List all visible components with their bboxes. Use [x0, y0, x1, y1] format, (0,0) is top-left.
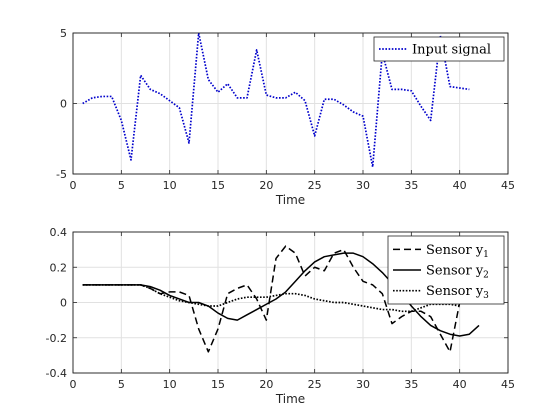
y-tick-label: 5: [60, 27, 67, 40]
x-tick-label: 20: [259, 378, 273, 391]
x-tick-label: 30: [356, 378, 370, 391]
x-tick-label: 35: [404, 179, 418, 192]
series-line-2: [82, 252, 480, 337]
legend-label-2: Sensor y2: [426, 264, 489, 281]
legend-label-3: Sensor y3: [426, 284, 489, 301]
x-tick-label: 15: [211, 378, 225, 391]
x-tick-label: 10: [163, 179, 177, 192]
x-tick-label: 40: [453, 179, 467, 192]
y-tick-label: -0.4: [46, 367, 67, 380]
x-tick-label: 0: [70, 378, 77, 391]
series-line-3: [82, 284, 460, 313]
x-axis-label: Time: [275, 392, 305, 406]
series-line-1: [82, 245, 461, 353]
y-tick-label: 0.4: [50, 226, 68, 239]
y-tick-label: 0: [60, 297, 67, 310]
legend: Sensor y1 Sensor y2 Sensor y3: [387, 235, 505, 305]
x-tick-label: 35: [404, 378, 418, 391]
legend-label-1: Input signal: [412, 43, 491, 58]
x-tick-label: 5: [118, 378, 125, 391]
y-tick-label: -5: [56, 168, 67, 181]
x-tick-label: 0: [70, 179, 77, 192]
y-tick-label: 0.2: [50, 261, 68, 274]
x-tick-label: 20: [259, 179, 273, 192]
x-tick-label: 25: [308, 179, 322, 192]
x-tick-label: 5: [118, 179, 125, 192]
legend-label-1: Sensor y1: [426, 243, 489, 260]
x-tick-label: 45: [501, 378, 515, 391]
x-axis-label: Time: [275, 193, 305, 207]
x-tick-label: 25: [308, 378, 322, 391]
x-tick-label: 30: [356, 179, 370, 192]
y-tick-label: 0: [60, 98, 67, 111]
x-tick-label: 45: [501, 179, 515, 192]
x-tick-label: 40: [453, 378, 467, 391]
series-line-1: [82, 32, 470, 168]
x-tick-label: 10: [163, 378, 177, 391]
x-tick-label: 15: [211, 179, 225, 192]
bottom-chart: 0 5 10 15 20 25 30 35 40 45 -0.4 -0.2 0 0.2 0.4 Time Sen…: [46, 226, 515, 406]
legend: Input signal: [373, 36, 505, 62]
y-tick-label: -0.2: [46, 332, 67, 345]
